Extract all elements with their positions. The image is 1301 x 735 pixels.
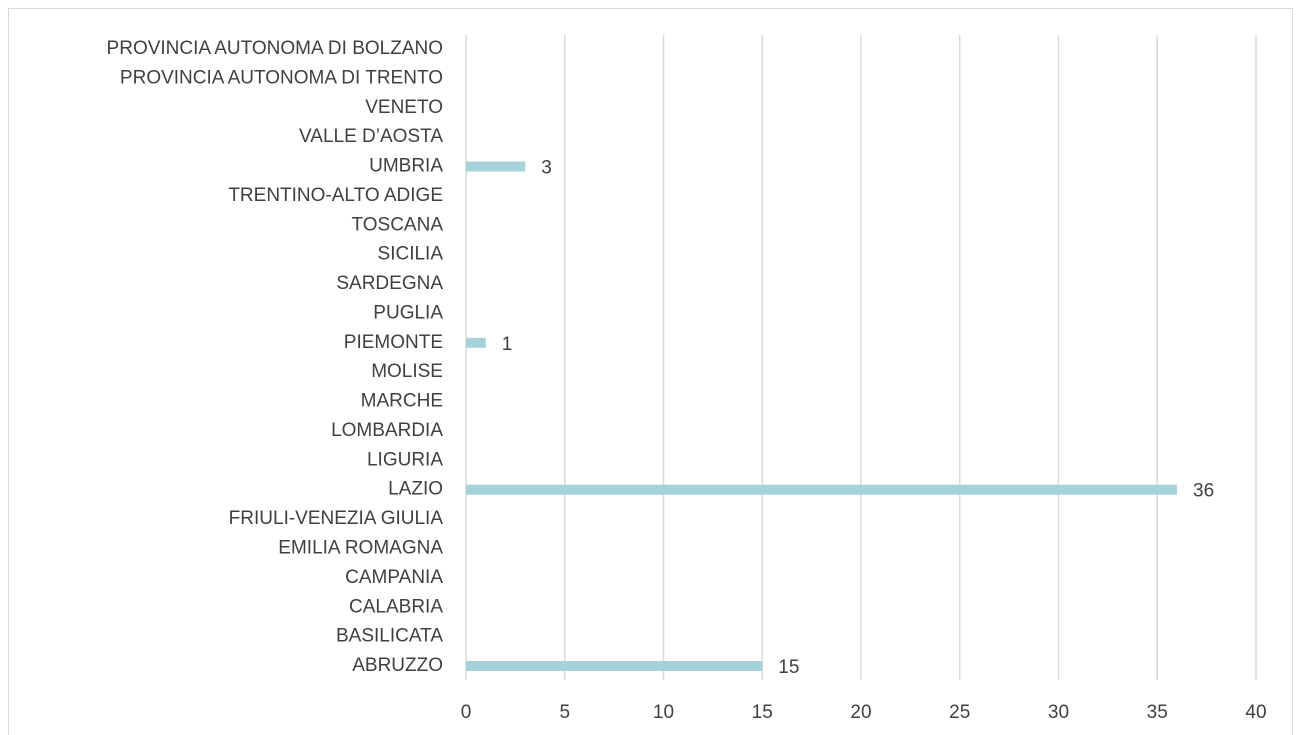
x-tick-label: 25 [949,702,970,723]
y-tick-label: MARCHE [361,391,443,412]
y-tick-label: BASILICATA [336,626,443,647]
y-tick-label: MOLISE [371,361,443,382]
y-tick-label: FRIULI-VENEZIA GIULIA [229,508,444,529]
bar [466,661,763,671]
x-tick-label: 10 [653,702,674,723]
y-tick-label: PUGLIA [373,302,443,323]
y-tick-label: LOMBARDIA [331,420,443,441]
data-label: 3 [541,158,552,179]
y-tick-label: SARDEGNA [336,273,443,294]
y-tick-label: PROVINCIA AUTONOMA DI BOLZANO [107,38,443,59]
y-tick-label: CAMPANIA [345,567,443,588]
y-tick-label: EMILIA ROMAGNA [278,537,443,558]
data-label: 36 [1193,481,1214,502]
bar [466,161,526,172]
y-tick-label: VENETO [365,97,443,118]
x-tick-label: 15 [752,702,773,723]
bar [466,337,486,348]
y-tick-label: LIGURIA [367,449,443,470]
chart-border [8,8,1293,735]
x-tick-label: 35 [1147,702,1168,723]
x-tick-label: 20 [850,702,871,723]
y-tick-label: TRENTINO-ALTO ADIGE [228,185,443,206]
y-tick-label: ABRUZZO [352,655,443,676]
y-tick-label: UMBRIA [369,156,443,177]
x-tick-label: 0 [461,702,472,723]
x-tick-label: 5 [559,702,570,723]
data-label: 15 [778,657,799,678]
y-tick-label: CALABRIA [349,596,443,617]
data-label: 1 [502,334,513,355]
y-tick-label: PIEMONTE [344,332,443,353]
x-tick-label: 40 [1245,702,1266,723]
y-tick-label: VALLE D’AOSTA [299,126,443,147]
x-tick-label: 30 [1048,702,1069,723]
bar [466,484,1177,495]
y-tick-label: LAZIO [388,479,443,500]
y-tick-label: TOSCANA [351,214,443,235]
y-tick-label: SICILIA [378,244,444,265]
y-tick-label: PROVINCIA AUTONOMA DI TRENTO [120,67,443,88]
